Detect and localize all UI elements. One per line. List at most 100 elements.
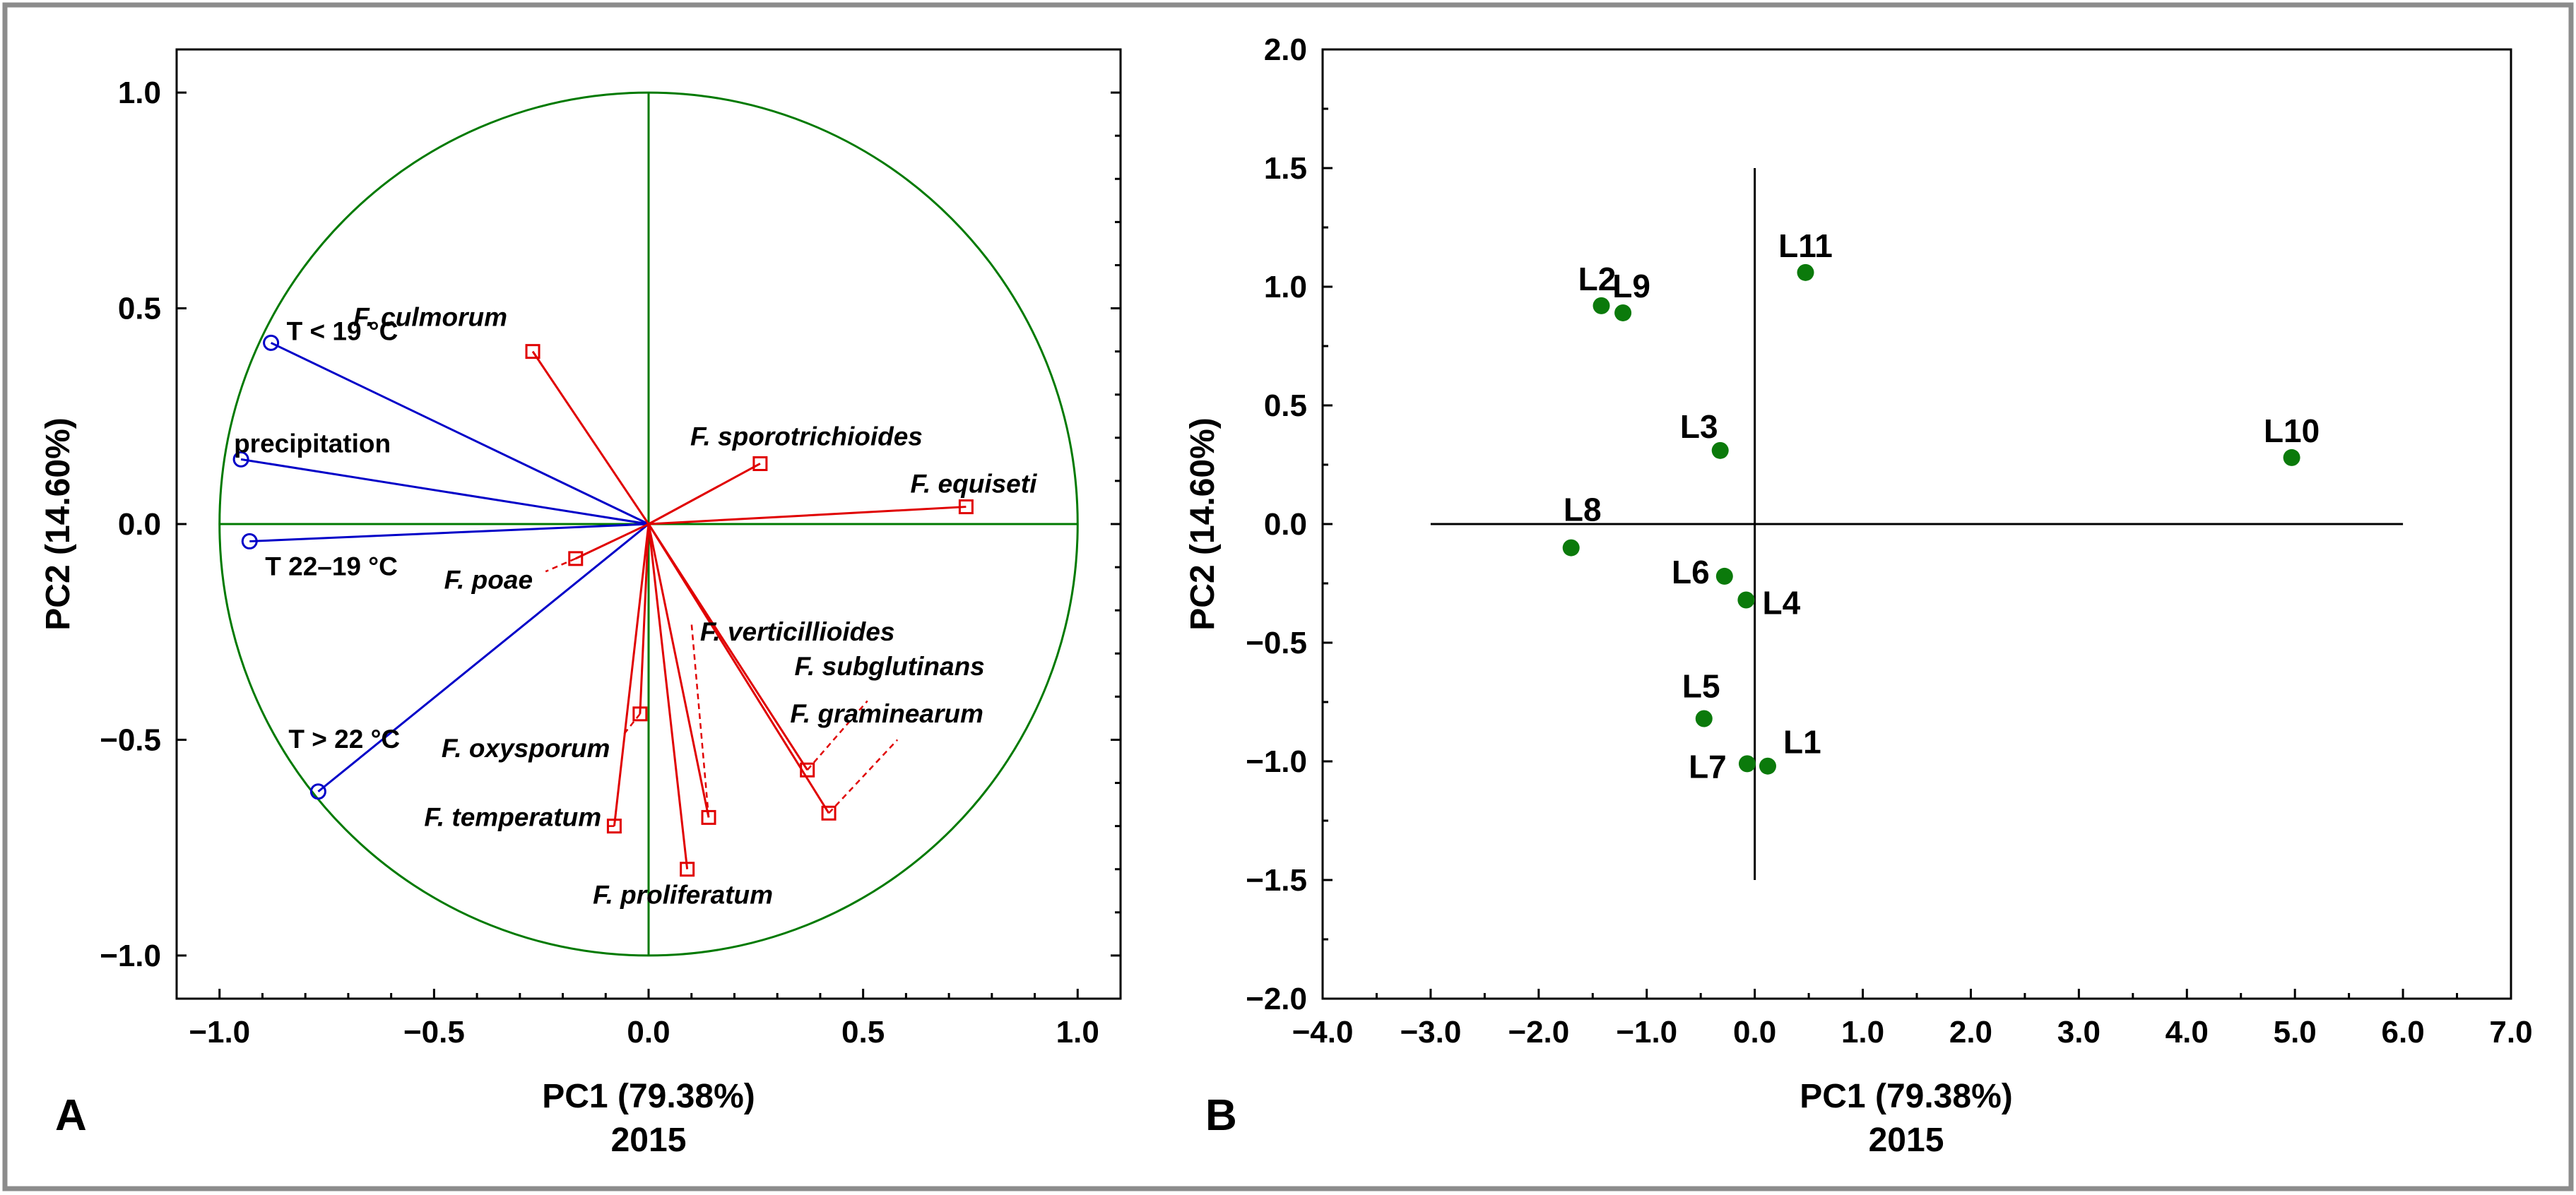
a-vector-labels-layer: T < 19 °C precipitation T 22–19 °C T > 22 °…: [234, 303, 1037, 910]
species-marker-f-temperatum: [606, 819, 622, 834]
species-vector-f-temperatum: [613, 523, 650, 826]
a-vectors-layer: [232, 334, 974, 877]
score-point-l6: [1715, 567, 1733, 585]
b-x-tick-label: 6.0: [2382, 1015, 2425, 1050]
species-leader-f-subglutinans: [806, 700, 868, 771]
b-x-tick-label: 4.0: [2166, 1015, 2209, 1050]
score-point-l7: [1738, 755, 1756, 773]
species-vector-f-culmorum: [531, 350, 650, 525]
species-marker-f-sporotrichioides: [752, 456, 768, 471]
a-y-tick-label: −0.5: [100, 723, 161, 757]
b-x-tick-label: −1.0: [1616, 1015, 1677, 1050]
score-label-l11: L11: [1778, 227, 1833, 264]
b-y-tick-label: 1.5: [1264, 151, 1307, 186]
species-marker-f-oxysporum: [632, 706, 648, 722]
a-x-tick-label: 1.0: [1056, 1015, 1099, 1050]
b-x-tick-label: 5.0: [2274, 1015, 2317, 1050]
env-label-t-22-19-c: T 22–19 °C: [265, 552, 398, 581]
score-label-l8: L8: [1564, 492, 1602, 528]
b-x-tick-label: −3.0: [1400, 1015, 1461, 1050]
species-marker-f-poae: [568, 551, 584, 566]
score-label-l9: L9: [1612, 268, 1650, 304]
b-y-tick-label: −1.0: [1246, 744, 1307, 779]
a-x-axis-title: PC1 (79.38%): [542, 1078, 755, 1115]
panel-a: T < 19 °C precipitation T 22–19 °C T > 22 °…: [40, 48, 1122, 1159]
score-label-l2: L2: [1578, 261, 1617, 297]
species-vector-f-proliferatum: [647, 523, 689, 869]
species-label-f-oxysporum: F. oxysporum: [442, 734, 610, 763]
species-vector-f-poae: [575, 523, 649, 560]
a-y-axis-title: PC2 (14.60%): [40, 417, 77, 630]
panel-a-letter: A: [55, 1091, 87, 1140]
species-marker-f-equiseti: [958, 499, 974, 515]
a-y-tick-label: 0.5: [118, 292, 161, 326]
species-label-f-graminearum: F. graminearum: [790, 699, 983, 728]
species-leader-f-verticillioides: [690, 623, 710, 818]
b-y-tick-label: 0.0: [1264, 507, 1307, 542]
species-leader-f-poae: [545, 557, 577, 573]
env-vector-t-22-19-c: [249, 523, 649, 542]
env-marker-precipitation: [232, 451, 249, 468]
score-point-l9: [1614, 304, 1632, 321]
b-x-tick-label: 2.0: [1949, 1015, 1992, 1050]
env-vector-t-22-c: [317, 523, 649, 792]
species-vector-f-sporotrichioides: [648, 463, 761, 525]
b-y-tick-label: −2.0: [1246, 982, 1307, 1016]
species-label-f-subglutinans: F. subglutinans: [794, 652, 984, 681]
species-label-f-proliferatum: F. proliferatum: [593, 881, 773, 910]
b-x-tick-label: 1.0: [1841, 1015, 1884, 1050]
species-marker-f-culmorum: [525, 344, 540, 359]
score-point-l5: [1695, 710, 1713, 727]
env-marker-t-19-c: [263, 334, 280, 351]
b-x-tick-label: 7.0: [2489, 1015, 2532, 1050]
a-x-tick-label: −1.0: [189, 1015, 250, 1050]
score-point-l4: [1737, 591, 1755, 609]
b-y-tick-label: 1.0: [1264, 270, 1307, 304]
b-y-axis-title: PC2 (14.60%): [1184, 417, 1222, 630]
a-y-tick-label: 1.0: [118, 76, 161, 110]
score-label-l5: L5: [1682, 668, 1720, 705]
env-vector-t-19-c: [270, 342, 649, 525]
b-x-axis-subtitle: 2015: [1869, 1122, 1944, 1159]
score-point-l1: [1759, 757, 1776, 775]
species-marker-f-proliferatum: [680, 862, 695, 877]
score-label-l4: L4: [1763, 585, 1801, 622]
species-label-f-verticillioides: F. verticillioides: [700, 617, 895, 646]
species-vector-f-graminearum: [647, 523, 830, 814]
score-point-l11: [1797, 263, 1814, 281]
env-label-t-19-c: T < 19 °C: [287, 316, 398, 345]
a-x-tick-label: −0.5: [403, 1015, 465, 1050]
b-ticks-layer: −4.0 −3.0 −2.0 −1.0 0.0 1.0 2.0 3.0 4.0 5.0 6.0 7.0…: [1246, 32, 2532, 1050]
score-label-l3: L3: [1680, 408, 1718, 445]
species-leader-f-graminearum: [828, 739, 899, 814]
b-y-tick-label: −1.5: [1246, 863, 1307, 898]
species-marker-f-verticillioides: [701, 809, 716, 825]
panel-b-letter: B: [1205, 1091, 1237, 1140]
a-x-tick-label: 0.5: [841, 1015, 885, 1050]
score-label-l1: L1: [1783, 724, 1821, 761]
b-y-tick-label: −0.5: [1246, 626, 1307, 660]
b-x-tick-label: −4.0: [1292, 1015, 1354, 1050]
species-label-f-culmorum: F. culmorum: [353, 303, 507, 332]
b-x-tick-label: −2.0: [1508, 1015, 1569, 1050]
score-point-l8: [1562, 539, 1580, 557]
species-label-f-temperatum: F. temperatum: [424, 803, 601, 832]
species-label-f-equiseti: F. equiseti: [910, 470, 1037, 499]
score-label-l10: L10: [2264, 412, 2320, 449]
a-y-tick-label: 0.0: [118, 507, 161, 542]
a-x-tick-label: 0.0: [627, 1015, 670, 1050]
b-x-tick-label: 3.0: [2057, 1015, 2101, 1050]
species-vector-f-equiseti: [648, 506, 967, 525]
a-ticks-layer: −1.0 −0.5 0.0 0.5 1.0 −1.0 −0.5 0.0 0.5 1.0: [100, 76, 1121, 1050]
species-vector-f-oxysporum: [639, 523, 650, 714]
score-point-l10: [2283, 448, 2300, 466]
a-y-tick-label: −1.0: [100, 939, 161, 973]
score-point-l2: [1593, 297, 1610, 314]
b-y-tick-label: 2.0: [1264, 32, 1307, 67]
b-y-tick-label: 0.5: [1264, 388, 1307, 423]
b-points-layer: L1 L2 L3 L4 L5 L6 L7 L8 L9 L10 L11: [1562, 227, 2320, 785]
score-label-l6: L6: [1672, 554, 1710, 590]
score-label-l7: L7: [1689, 748, 1727, 785]
